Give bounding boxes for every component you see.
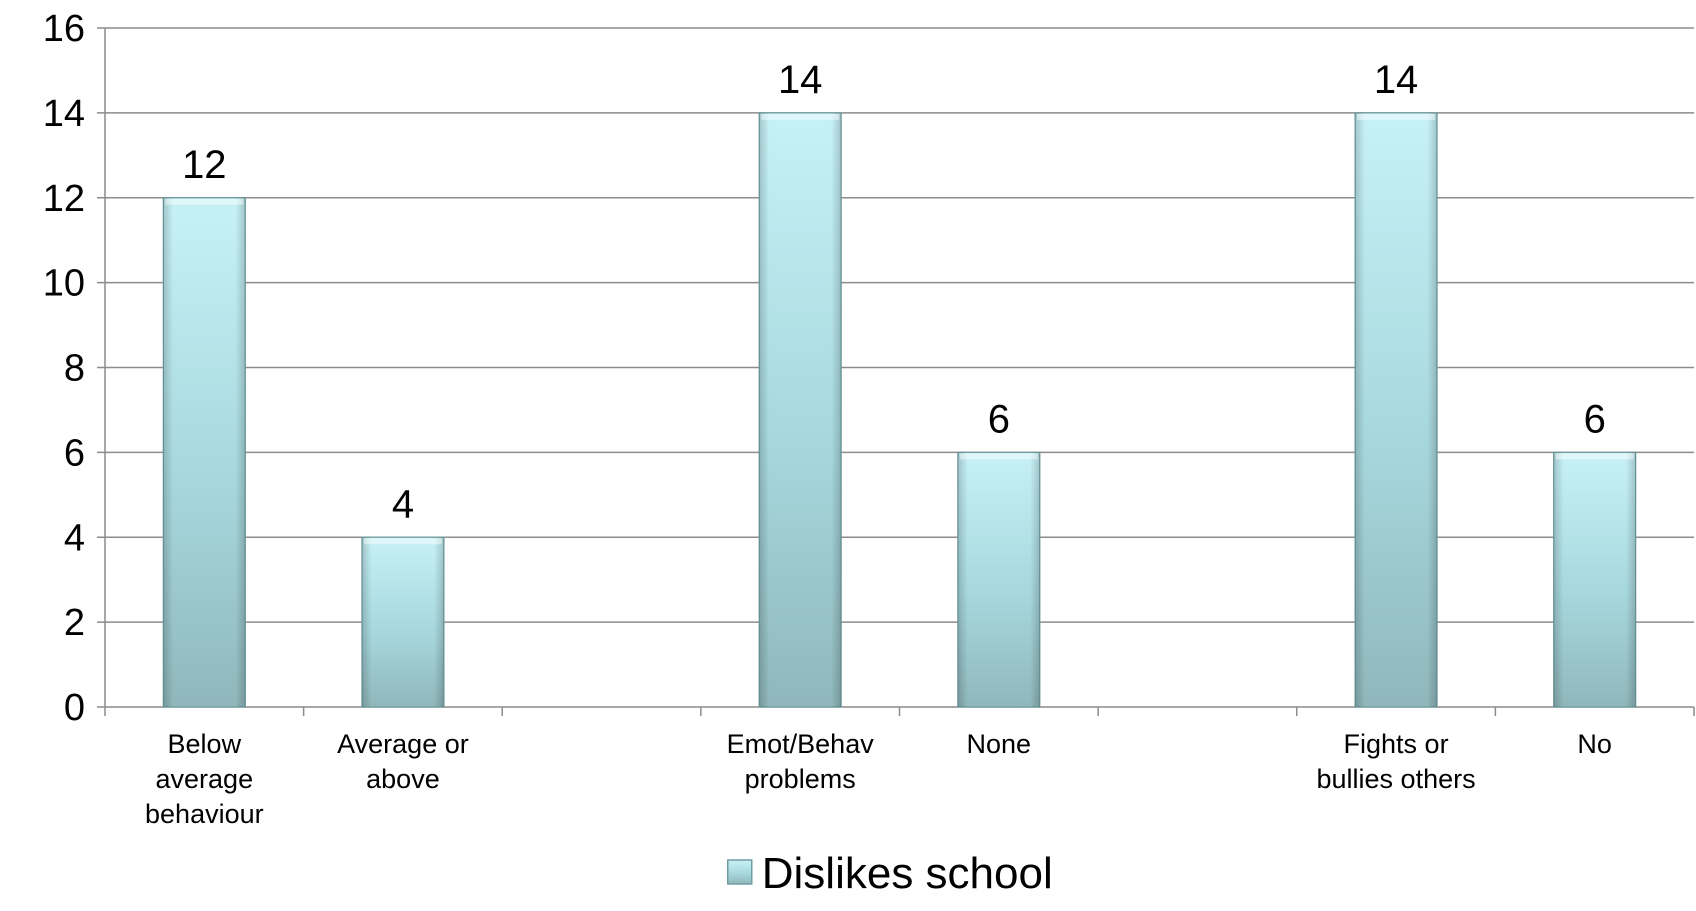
data-label: 6 xyxy=(988,397,1010,441)
bar-highlight xyxy=(1357,113,1436,120)
data-label: 4 xyxy=(392,482,414,526)
bar-highlight xyxy=(1555,453,1634,460)
data-label: 14 xyxy=(778,58,823,102)
y-tick-label: 8 xyxy=(64,348,85,390)
legend-swatch xyxy=(727,859,753,885)
category-label: No xyxy=(1577,729,1612,759)
legend: Dislikes school xyxy=(727,849,1053,898)
bar-highlight xyxy=(363,538,442,545)
bars xyxy=(162,112,1637,708)
bar-shading xyxy=(163,197,246,707)
y-tick-label: 16 xyxy=(43,8,85,50)
bar-shading xyxy=(1553,452,1636,707)
y-tick-label: 10 xyxy=(43,263,85,305)
gridlines xyxy=(105,27,1694,623)
data-label: 14 xyxy=(1374,58,1419,102)
data-label: 12 xyxy=(182,143,227,187)
category-label: None xyxy=(967,729,1032,759)
axes xyxy=(97,27,1695,716)
y-tick-label: 0 xyxy=(64,687,85,729)
bar-highlight xyxy=(165,198,244,205)
category-label: Fights or bullies others xyxy=(1317,729,1476,794)
data-label: 6 xyxy=(1584,397,1606,441)
y-tick-label: 14 xyxy=(43,93,85,135)
y-tick-label: 12 xyxy=(43,178,85,220)
y-tick-label: 4 xyxy=(64,517,85,559)
bar-highlight xyxy=(959,453,1038,460)
bar-highlight xyxy=(761,113,840,120)
y-tick-label: 2 xyxy=(64,602,85,644)
y-tick-label: 6 xyxy=(64,432,85,474)
category-label: Emot/Behav problems xyxy=(727,729,875,794)
bar-shading xyxy=(957,452,1040,707)
legend-label: Dislikes school xyxy=(762,849,1053,898)
category-label: Below average behaviour xyxy=(145,729,264,829)
bar-shading xyxy=(759,112,842,707)
labels: 0 2 4 6 8 10 12 14 16 12 Below average behaviour 4 Ave… xyxy=(43,8,1612,829)
category-label: Average or above xyxy=(337,729,469,794)
bar-shading xyxy=(1355,112,1438,707)
bar-shading xyxy=(361,537,444,707)
